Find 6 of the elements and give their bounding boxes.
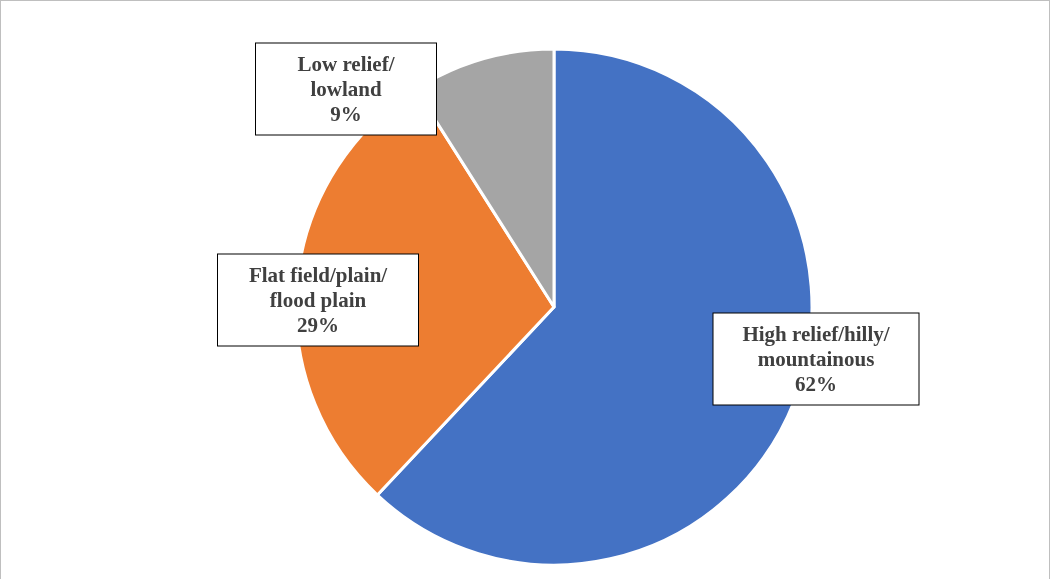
data-label: 9% [330,102,362,126]
slice-label: High relief/hilly/mountainous [742,322,891,371]
data-label: 29% [297,313,339,337]
slice-label: Flat field/plain/flood plain [248,263,389,312]
slice-label: Low relief/lowland [297,52,396,101]
data-label: 62% [795,372,837,396]
